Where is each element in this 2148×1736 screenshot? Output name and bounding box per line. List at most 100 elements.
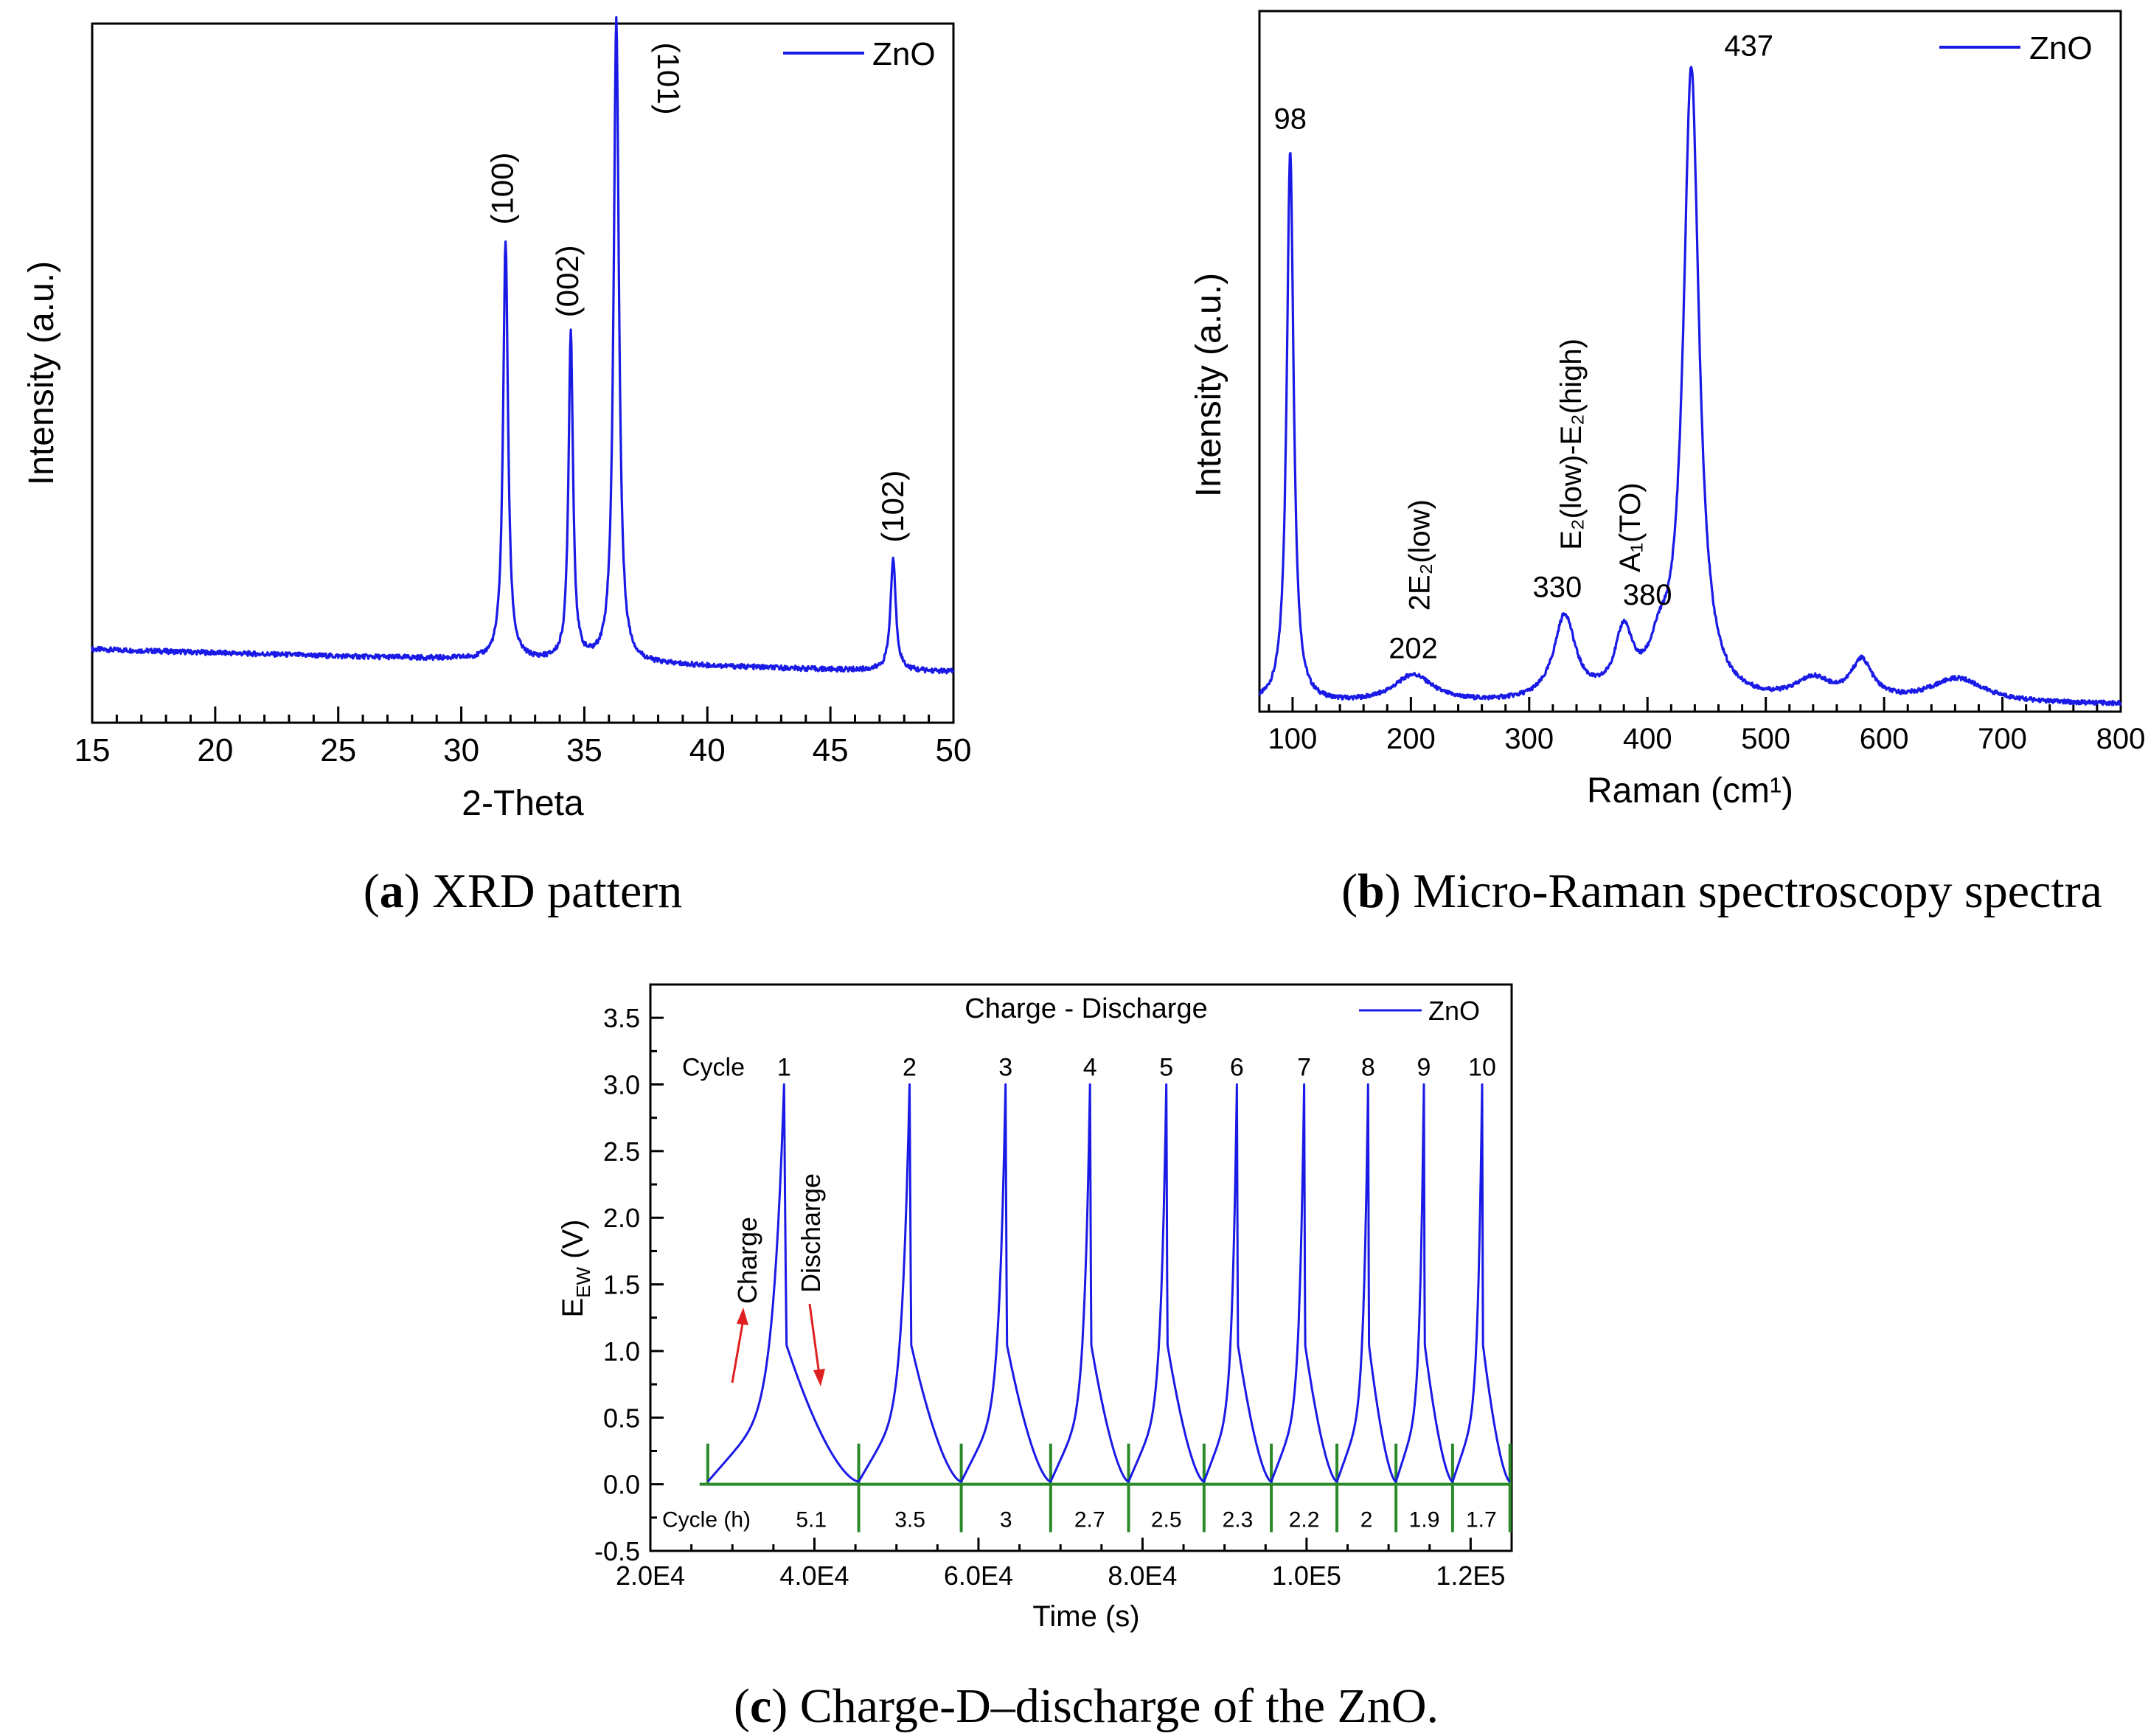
charge-discharge-series-line (706, 1083, 1511, 1483)
y-axis-label: Intensity (a.u.) (22, 261, 61, 485)
cycle-hours-row-label: Cycle (h) (662, 1508, 751, 1532)
legend: ZnO (783, 36, 936, 72)
discharge-arrow-shaft (808, 1303, 821, 1375)
plot-frame (1258, 10, 2122, 713)
plot-frame (649, 983, 1513, 1552)
discharge-arrow-head (813, 1369, 825, 1386)
xrd-series-line (91, 15, 955, 675)
x-tick-label: 1.2E5 (1436, 1560, 1505, 1591)
cycle-labels: 1 5.1 2 3.5 3 3 4 2.7 5 2.5 6 2.3 7 2.2 8 2 9 1.9 10 1.7 Cyc… (682, 1054, 1497, 1532)
xrd-chart: 15 20 25 30 35 40 45 50 (100) (002) (101) (102) Zn… (22, 15, 972, 918)
x-tick-label: 25 (320, 732, 356, 768)
cycle-row-label: Cycle (682, 1054, 745, 1082)
legend: ZnO (1359, 996, 1480, 1026)
y-tick-label: 1.0 (603, 1336, 640, 1367)
charge-label: Charge (732, 1217, 762, 1304)
x-tick-label: 200 (1386, 723, 1436, 755)
caption-b: (b) Micro-Raman spectroscopy spectra (1341, 864, 2102, 918)
x-tick-label: 15 (74, 732, 111, 768)
x-axis: 100 200 300 400 500 600 700 800 (1268, 697, 2146, 755)
x-tick-label: 300 (1504, 723, 1554, 755)
y-tick-label: -0.5 (594, 1536, 640, 1566)
caption-c: (c) Charge-D–discharge of the ZnO. (734, 1679, 1439, 1733)
cycle-hours-label: 1.7 (1466, 1508, 1497, 1532)
discharge-label: Discharge (796, 1173, 826, 1293)
x-tick-label: 35 (566, 732, 602, 768)
peak-mode-label: 2E₂(low) (1404, 499, 1436, 611)
charge-discharge-chart: 2.0E4 4.0E4 6.0E4 8.0E4 1.0E5 1.2E5 -0.5 0.0 0.5… (557, 983, 1513, 1733)
cycle-number-label: 7 (1297, 1054, 1311, 1082)
y-axis-label: EEW (V) (557, 1219, 594, 1317)
legend-label: ZnO (1428, 996, 1480, 1026)
x-tick-label: 8.0E4 (1108, 1560, 1177, 1591)
x-axis-label: Raman (cm¹) (1587, 771, 1793, 810)
x-tick-label: 1.0E5 (1272, 1560, 1341, 1591)
x-tick-label: 800 (2096, 723, 2146, 755)
x-tick-label: 400 (1623, 723, 1672, 755)
cycle-hours-label: 2.5 (1151, 1508, 1182, 1532)
raman-series-line (1258, 66, 2122, 706)
peak-value-label: 330 (1533, 572, 1582, 604)
x-tick-label: 4.0E4 (779, 1560, 849, 1591)
x-tick-label: 30 (443, 732, 479, 768)
cycle-hours-label: 2.7 (1074, 1508, 1105, 1532)
raman-chart: 100 200 300 400 500 600 700 800 98 202 2E₂(low) 33… (1189, 10, 2146, 918)
peak-mode-label: E₂(low)-E₂(high) (1555, 338, 1588, 550)
cycle-hours-label: 2.3 (1223, 1508, 1254, 1532)
charge-arrow-head (737, 1308, 748, 1325)
peak-value-label: 437 (1724, 29, 1773, 62)
cycle-hours-label: 2 (1360, 1508, 1373, 1532)
y-tick-label: 2.5 (603, 1136, 640, 1167)
peak-value-label: 202 (1388, 632, 1438, 664)
peak-labels: 98 202 2E₂(low) 330 E₂(low)-E₂(high) 380 A₁(TO… (1273, 29, 1773, 664)
x-tick-label: 40 (689, 732, 726, 768)
peak-labels: (100) (002) (101) (102) (485, 43, 911, 543)
y-tick-label: 0.5 (603, 1403, 640, 1433)
cycle-number-label: 5 (1159, 1054, 1173, 1082)
cycle-hours-label: 3 (1000, 1508, 1012, 1532)
peak-label: (100) (485, 153, 520, 225)
peak-mode-label: A₁(TO) (1614, 482, 1647, 572)
x-tick-label: 100 (1268, 723, 1318, 755)
cycle-number-label: 2 (903, 1054, 917, 1082)
cycle-number-label: 1 (777, 1054, 791, 1082)
cycle-duration-bar: Cycle (h) (662, 1443, 1512, 1532)
legend: ZnO (1939, 30, 2093, 66)
x-tick-label: 6.0E4 (944, 1560, 1013, 1591)
plot-frame (91, 22, 955, 724)
caption-a: (a) XRD pattern (364, 864, 683, 918)
x-tick-label: 50 (936, 732, 972, 768)
x-axis: 15 20 25 30 35 40 45 50 (74, 706, 972, 768)
y-axis-label: Intensity (a.u.) (1189, 273, 1228, 497)
y-tick-label: 0.0 (603, 1470, 640, 1500)
cycle-number-label: 8 (1361, 1054, 1375, 1082)
charge-discharge-arrows: Charge Discharge (731, 1173, 826, 1386)
cycle-hours-label: 1.9 (1409, 1508, 1440, 1532)
cycle-number-label: 6 (1230, 1054, 1244, 1082)
x-tick-label: 500 (1741, 723, 1790, 755)
x-tick-label: 20 (197, 732, 233, 768)
charge-arrow-shaft (731, 1319, 745, 1383)
cycle-number-label: 9 (1417, 1054, 1431, 1082)
peak-value-label: 98 (1273, 103, 1307, 136)
y-tick-label: 1.5 (603, 1270, 640, 1300)
y-tick-label: 3.5 (603, 1003, 640, 1033)
chart-title: Charge - Discharge (964, 993, 1207, 1024)
cycle-number-label: 10 (1468, 1054, 1496, 1082)
x-tick-label: 2.0E4 (616, 1560, 685, 1591)
peak-value-label: 380 (1623, 579, 1672, 611)
y-tick-label: 2.0 (603, 1203, 640, 1233)
x-tick-label: 600 (1860, 723, 1909, 755)
cycle-hours-label: 3.5 (894, 1508, 925, 1532)
cycle-hours-label: 2.2 (1289, 1508, 1320, 1532)
peak-label: (101) (651, 43, 686, 115)
x-axis-label: 2-Theta (462, 784, 584, 823)
legend-label: ZnO (872, 36, 936, 72)
peak-label: (002) (550, 245, 585, 317)
y-tick-label: 3.0 (603, 1070, 640, 1100)
peak-label: (102) (875, 471, 910, 543)
x-tick-label: 700 (1978, 723, 2027, 755)
cycle-number-label: 4 (1083, 1054, 1097, 1082)
x-tick-label: 45 (813, 732, 849, 768)
